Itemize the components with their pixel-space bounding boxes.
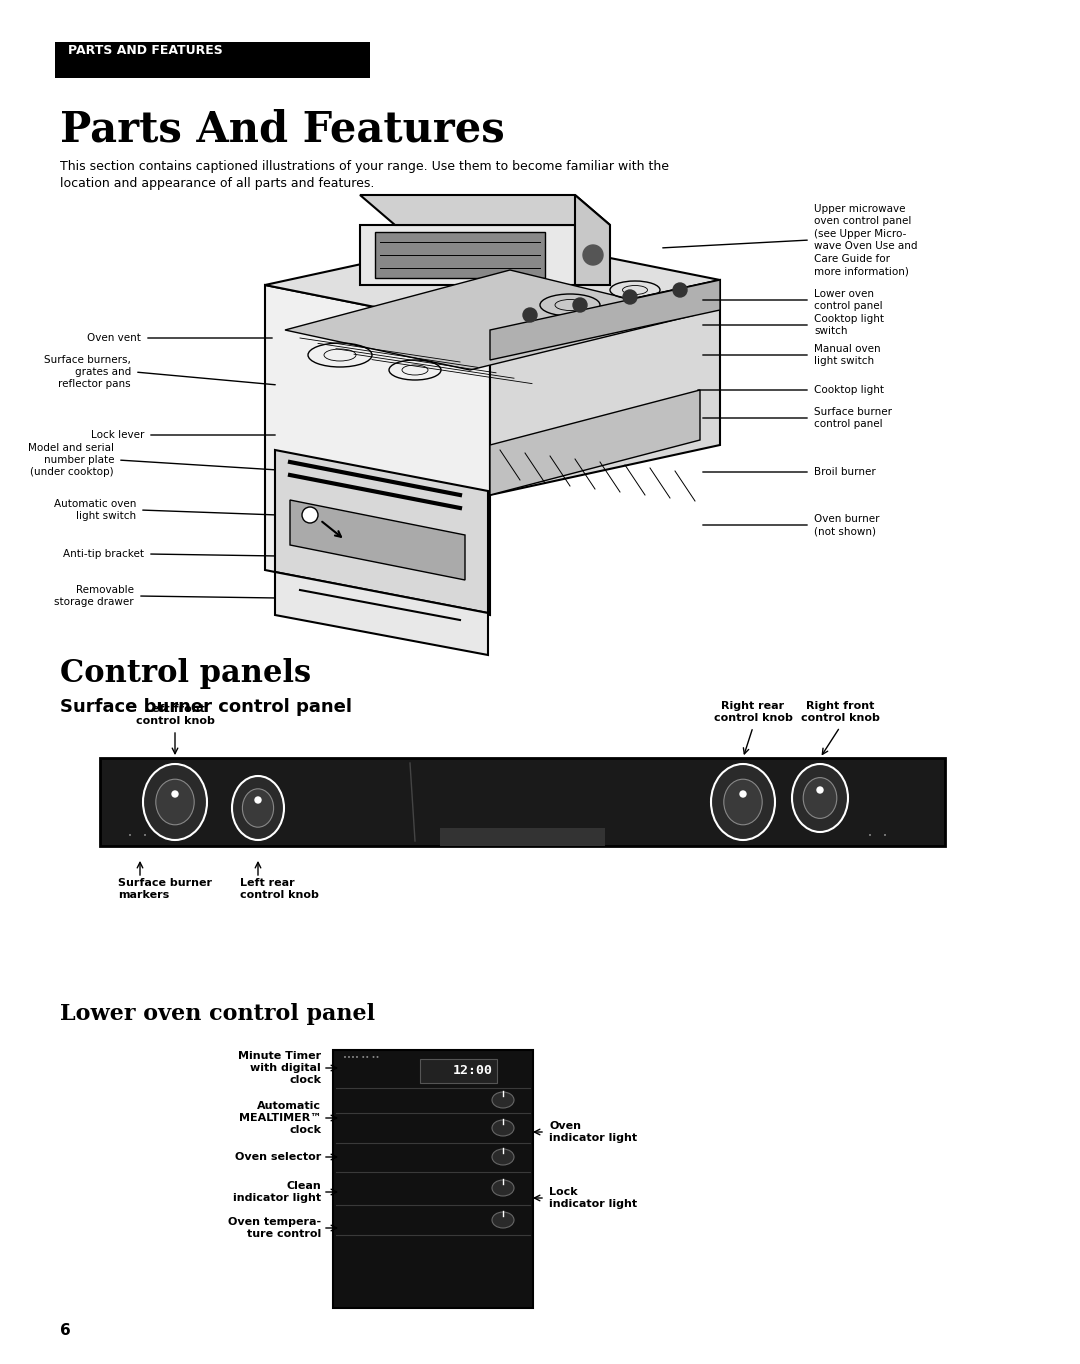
Circle shape — [255, 797, 261, 803]
Ellipse shape — [143, 764, 207, 840]
Text: Oven vent: Oven vent — [87, 333, 141, 342]
Text: Right front
control knob: Right front control knob — [800, 701, 879, 723]
FancyBboxPatch shape — [333, 1050, 534, 1308]
Polygon shape — [265, 235, 720, 330]
Ellipse shape — [492, 1120, 514, 1136]
FancyBboxPatch shape — [420, 1058, 497, 1083]
Ellipse shape — [711, 764, 775, 840]
Ellipse shape — [724, 779, 762, 825]
Text: Minute Timer
with digital
clock: Minute Timer with digital clock — [238, 1050, 321, 1086]
Ellipse shape — [156, 779, 194, 825]
Ellipse shape — [804, 777, 837, 818]
Circle shape — [172, 791, 178, 797]
Text: Surface burner
control panel: Surface burner control panel — [814, 406, 892, 430]
Text: Model and serial
number plate
(under cooktop): Model and serial number plate (under coo… — [28, 442, 114, 477]
Text: Cooktop light
switch: Cooktop light switch — [814, 314, 885, 336]
Text: Removable
storage drawer: Removable storage drawer — [54, 585, 134, 607]
Text: Oven
indicator light: Oven indicator light — [549, 1121, 637, 1143]
Text: •: • — [868, 833, 872, 839]
Polygon shape — [265, 285, 490, 615]
Circle shape — [740, 791, 746, 797]
Text: Surface burner control panel: Surface burner control panel — [60, 698, 352, 716]
Text: Oven selector: Oven selector — [234, 1153, 321, 1162]
Text: Oven tempera-
ture control: Oven tempera- ture control — [228, 1217, 321, 1240]
Text: Lower oven control panel: Lower oven control panel — [60, 1003, 375, 1024]
Text: Left front
control knob: Left front control knob — [136, 704, 215, 726]
Text: Parts And Features: Parts And Features — [60, 108, 504, 150]
Text: Upper microwave
oven control panel
(see Upper Micro-
wave Oven Use and
Care Guid: Upper microwave oven control panel (see … — [814, 205, 918, 276]
Text: Cooktop light: Cooktop light — [814, 385, 885, 396]
FancyBboxPatch shape — [100, 758, 945, 846]
Text: Right rear
control knob: Right rear control knob — [714, 701, 793, 723]
Polygon shape — [490, 280, 720, 495]
Text: Anti-tip bracket: Anti-tip bracket — [63, 548, 144, 559]
Ellipse shape — [242, 788, 273, 827]
Circle shape — [673, 282, 687, 297]
Circle shape — [302, 507, 318, 522]
Text: Automatic
MEALTIMER™
clock: Automatic MEALTIMER™ clock — [239, 1101, 321, 1135]
Text: Left rear
control knob: Left rear control knob — [240, 878, 319, 900]
Polygon shape — [285, 270, 696, 370]
Text: Manual oven
light switch: Manual oven light switch — [814, 344, 880, 366]
Circle shape — [623, 291, 637, 304]
Ellipse shape — [232, 776, 284, 840]
Ellipse shape — [792, 764, 848, 832]
FancyBboxPatch shape — [440, 828, 605, 846]
FancyBboxPatch shape — [55, 42, 370, 78]
Text: •: • — [883, 833, 887, 839]
Text: Surface burners,
grates and
reflector pans: Surface burners, grates and reflector pa… — [44, 355, 131, 389]
Text: •: • — [129, 833, 132, 839]
Polygon shape — [291, 501, 465, 580]
Polygon shape — [575, 195, 610, 285]
Polygon shape — [490, 280, 720, 360]
Text: Lock
indicator light: Lock indicator light — [549, 1187, 637, 1210]
Text: Lower oven
control panel: Lower oven control panel — [814, 289, 882, 311]
Text: •: • — [143, 833, 147, 839]
Ellipse shape — [492, 1148, 514, 1165]
Text: Oven burner
(not shown): Oven burner (not shown) — [814, 514, 879, 536]
Polygon shape — [360, 225, 575, 285]
Text: Broil burner: Broil burner — [814, 466, 876, 477]
Circle shape — [523, 308, 537, 322]
Polygon shape — [375, 232, 545, 278]
Text: •••• •• ••: •••• •• •• — [343, 1054, 379, 1061]
Text: Control panels: Control panels — [60, 657, 311, 689]
Polygon shape — [490, 390, 700, 495]
Text: Automatic oven
light switch: Automatic oven light switch — [54, 499, 136, 521]
Text: 6: 6 — [60, 1323, 71, 1338]
Polygon shape — [275, 450, 488, 612]
Text: 12:00: 12:00 — [453, 1064, 492, 1076]
Text: This section contains captioned illustrations of your range. Use them to become : This section contains captioned illustra… — [60, 160, 669, 190]
Text: Clean
indicator light: Clean indicator light — [233, 1181, 321, 1203]
Polygon shape — [275, 572, 488, 655]
Circle shape — [816, 787, 823, 792]
Ellipse shape — [492, 1180, 514, 1196]
Ellipse shape — [492, 1093, 514, 1108]
Text: PARTS AND FEATURES: PARTS AND FEATURES — [68, 44, 222, 57]
Circle shape — [583, 246, 603, 265]
Circle shape — [573, 297, 588, 312]
Polygon shape — [360, 195, 610, 225]
Text: Surface burner
markers: Surface burner markers — [118, 878, 212, 900]
Text: Lock lever: Lock lever — [91, 430, 144, 441]
Ellipse shape — [492, 1213, 514, 1228]
